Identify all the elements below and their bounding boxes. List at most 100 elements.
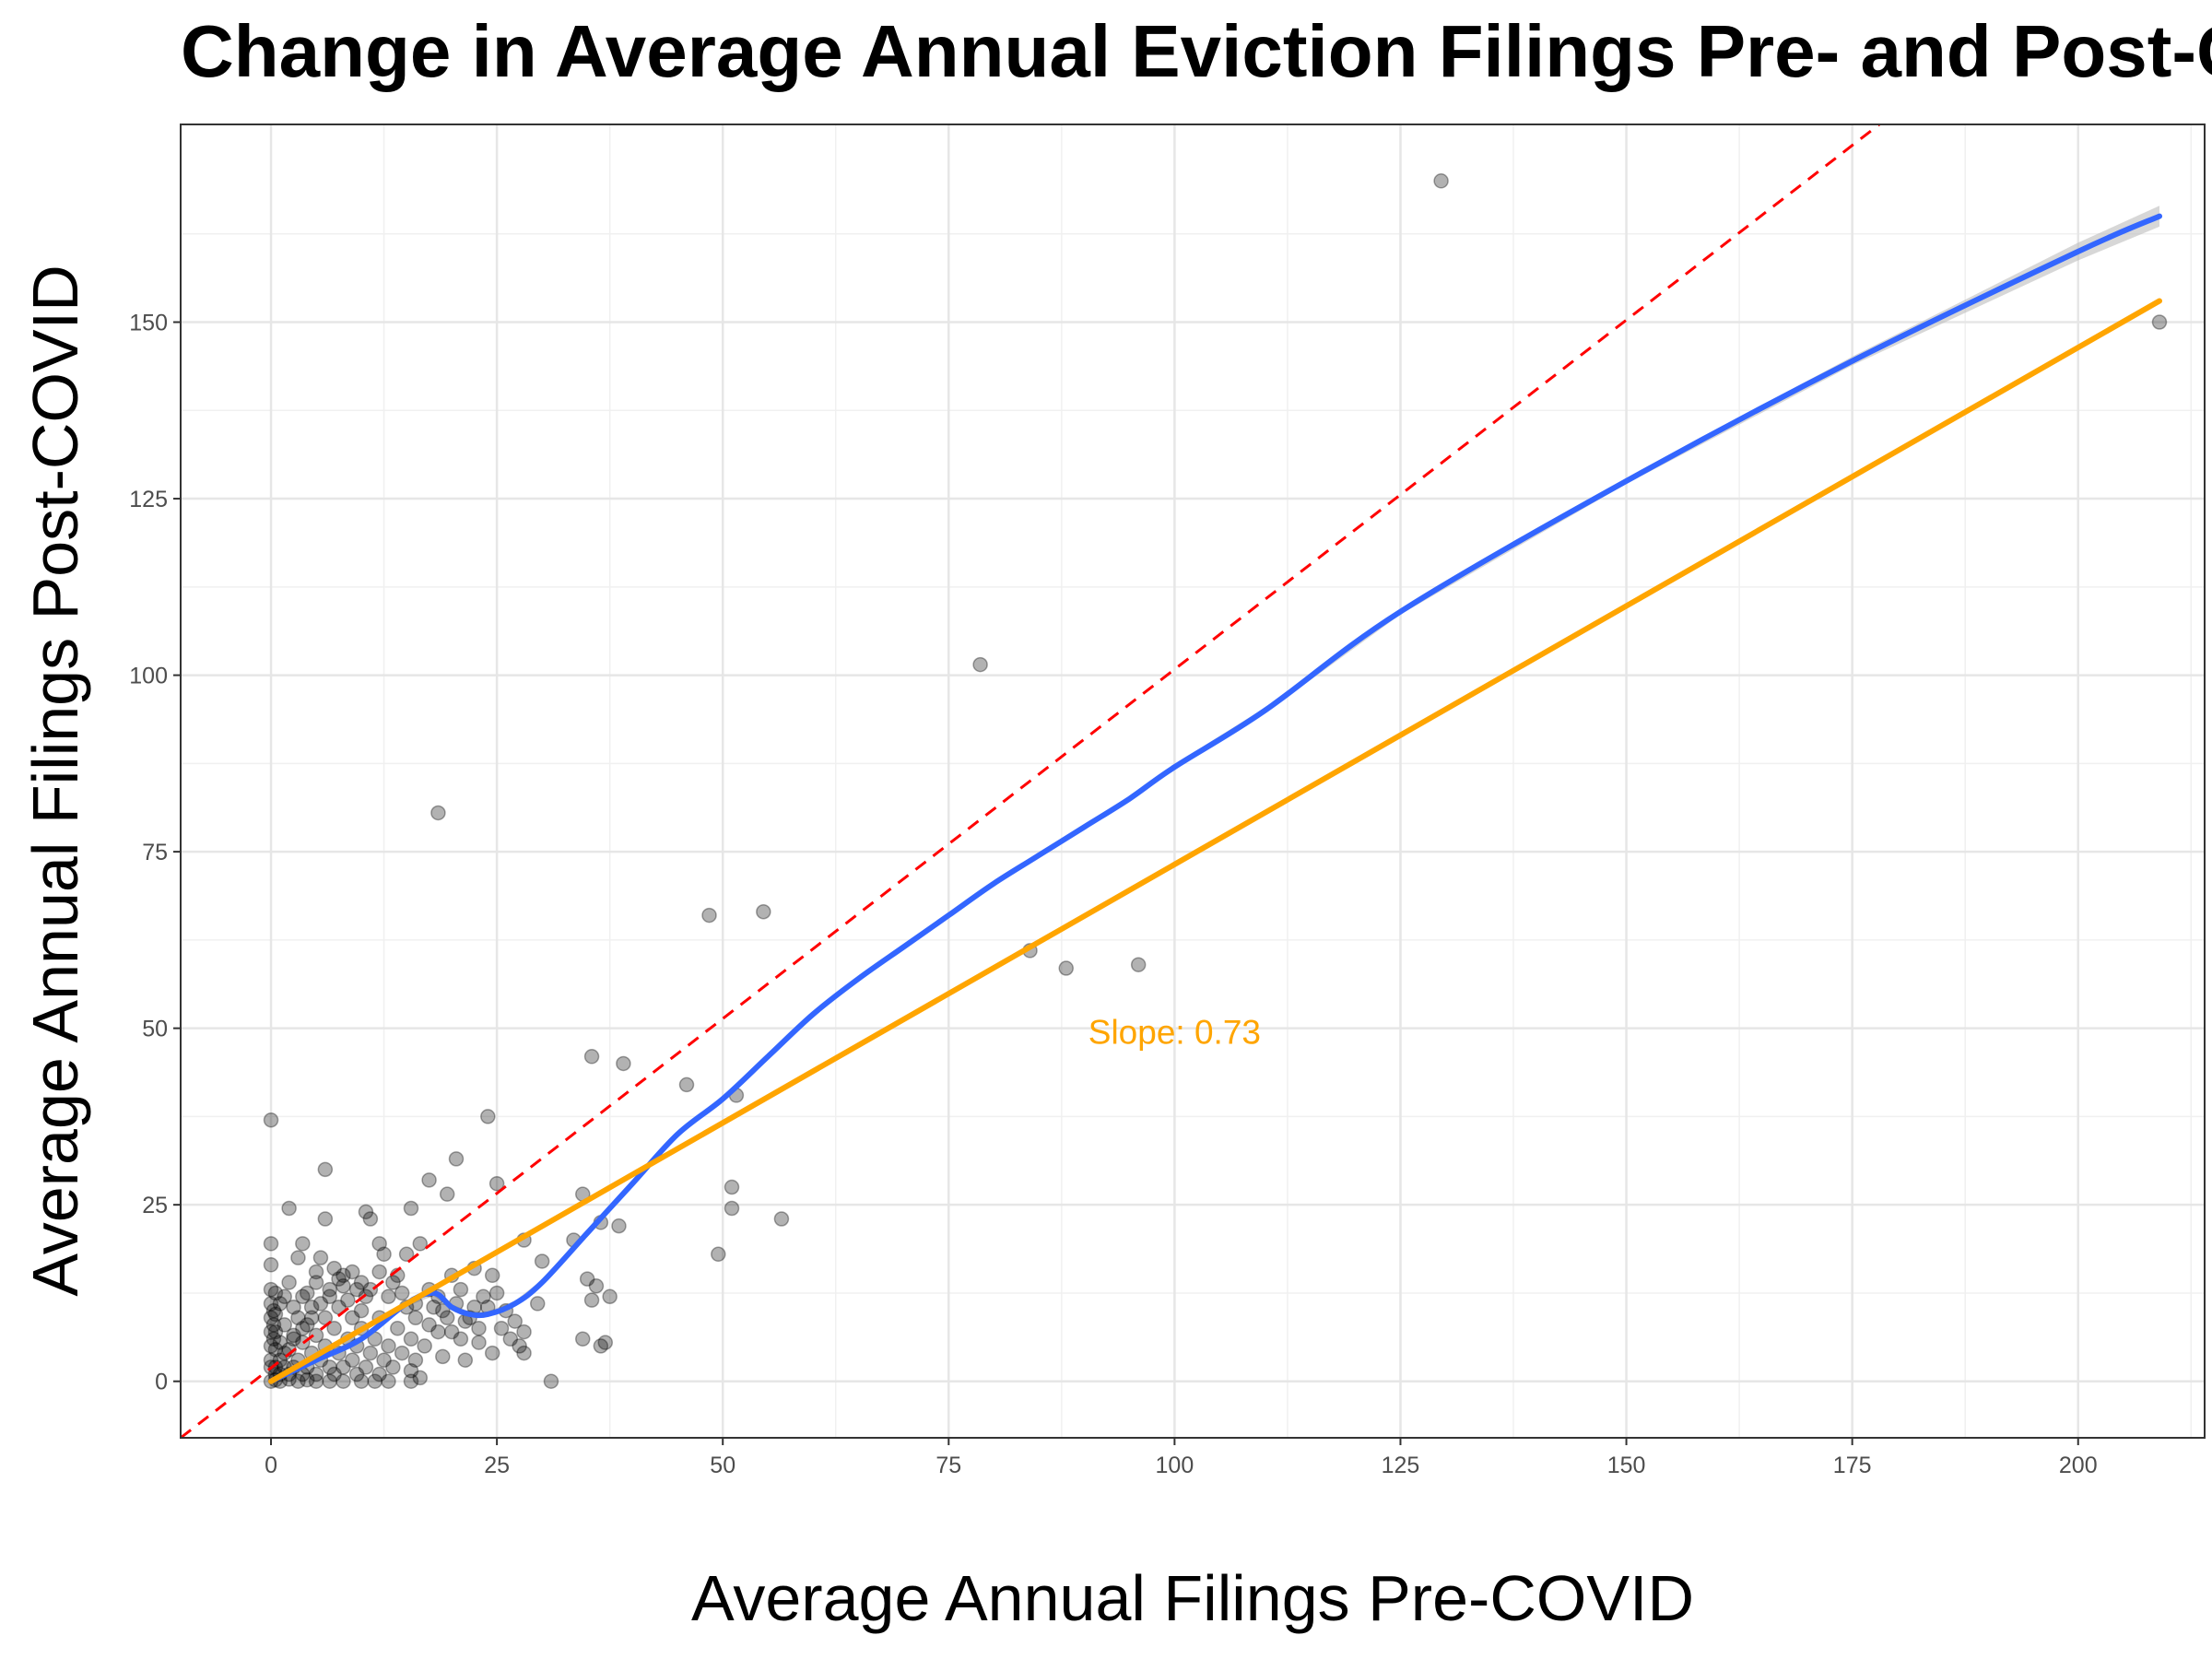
data-point [711,1246,726,1263]
data-point [376,1246,392,1263]
data-point [353,1275,370,1290]
data-point [348,1366,365,1382]
data-point [471,1335,487,1350]
data-point [417,1338,432,1354]
data-point [488,1285,505,1301]
data-point [335,1359,351,1375]
data-point [381,1373,396,1389]
slope-annotation: Slope: 0.73 [1088,1013,1261,1051]
data-point [484,1345,500,1361]
data-point [602,1288,618,1305]
data-point [308,1373,324,1389]
data-point [290,1373,306,1389]
data-point [403,1200,419,1217]
data-point [263,1324,279,1340]
data-point [1130,957,1147,972]
data-point [295,1335,311,1350]
data-point [426,1300,441,1315]
y-tick-label: 25 [142,1193,168,1218]
data-point [358,1204,374,1220]
data-point [448,1151,465,1167]
data-point [502,1331,519,1347]
data-point [403,1373,419,1389]
data-point [488,1175,505,1192]
data-point [412,1236,429,1252]
x-axis: 0 25 50 75 100 125 150 175 200 [265,1438,2098,1478]
data-point [326,1366,342,1382]
data-point [534,1253,550,1269]
data-point [471,1321,487,1336]
y-tick-label: 75 [142,840,168,865]
x-tick-label: 100 [1156,1453,1194,1478]
data-point [290,1250,306,1265]
data-point [286,1327,301,1344]
data-point [443,1324,460,1340]
data-point [326,1260,342,1277]
y-tick-label: 125 [129,487,168,512]
data-point [265,1331,282,1347]
y-tick-label: 0 [155,1370,168,1395]
y-tick-label: 100 [129,664,168,689]
data-point [340,1292,356,1308]
data-point [362,1281,379,1298]
data-point [476,1288,491,1305]
plot-background [181,124,2205,1438]
data-point [348,1281,365,1298]
data-point [484,1267,500,1284]
data-point [597,1335,614,1350]
data-point [263,1112,279,1128]
data-point [371,1264,387,1280]
data-point [385,1359,401,1375]
data-point [308,1366,324,1382]
data-point [308,1275,324,1290]
data-point [263,1281,279,1298]
data-point [295,1288,311,1305]
data-point [385,1275,401,1290]
x-tick-label: 150 [1607,1453,1646,1478]
identity-line [180,123,1880,1440]
data-point [724,1200,740,1217]
data-point [453,1331,469,1347]
data-point [267,1359,284,1375]
data-point [430,805,446,821]
data-point [773,1211,790,1227]
data-point [272,1335,288,1350]
data-point [263,1236,279,1252]
data-point [579,1271,595,1287]
data-point [381,1338,396,1354]
x-tick-label: 50 [710,1453,735,1478]
data-point [267,1341,284,1358]
data-point [300,1317,315,1333]
data-point [398,1246,415,1263]
data-point [362,1345,379,1361]
x-tick-label: 0 [265,1453,277,1478]
data-point [358,1288,374,1305]
data-point [263,1257,279,1273]
data-point [493,1321,510,1336]
data-point [353,1302,370,1319]
data-point [303,1300,320,1315]
data-point [593,1338,609,1354]
data-point [286,1331,301,1347]
data-point [263,1338,279,1354]
data-point [371,1366,387,1382]
data-point [312,1296,329,1312]
data-point [276,1317,292,1333]
data-point [353,1373,370,1389]
data-point [335,1278,351,1294]
data-point [345,1310,360,1326]
data-point [308,1264,324,1280]
data-point [317,1211,334,1227]
identity-dashed-line [180,123,1880,1440]
data-point [394,1285,410,1301]
data-point [407,1352,424,1368]
data-point [267,1324,284,1340]
data-point [516,1345,532,1361]
data-point [435,1348,451,1365]
data-point [480,1109,496,1124]
data-point [453,1281,469,1298]
data-point [381,1288,396,1305]
data-point [322,1281,338,1298]
data-point [678,1077,695,1093]
